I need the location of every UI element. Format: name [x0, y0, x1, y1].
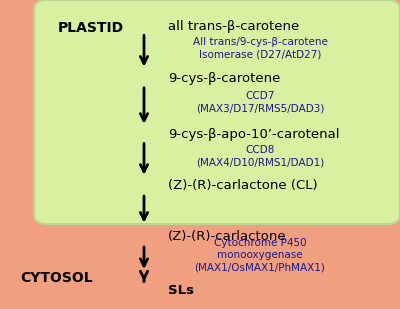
Text: (Z)-(R)-carlactone: (Z)-(R)-carlactone	[168, 230, 287, 243]
Text: PLASTID: PLASTID	[58, 21, 124, 35]
Text: CCD8
(MAX4/D10/RMS1/DAD1): CCD8 (MAX4/D10/RMS1/DAD1)	[196, 145, 324, 167]
Text: SLs: SLs	[168, 284, 194, 297]
Text: all trans-β-carotene: all trans-β-carotene	[168, 20, 299, 33]
Text: CYTOSOL: CYTOSOL	[20, 271, 93, 285]
Text: All trans/9-cys-β-carotene
Isomerase (D27/AtD27): All trans/9-cys-β-carotene Isomerase (D2…	[192, 37, 328, 59]
Text: (Z)-(R)-carlactone (CL): (Z)-(R)-carlactone (CL)	[168, 179, 318, 192]
Text: 9-cys-β-apo-10’-carotenal: 9-cys-β-apo-10’-carotenal	[168, 128, 340, 141]
Text: 9-cys-β-carotene: 9-cys-β-carotene	[168, 72, 280, 85]
Text: Cytochrome P450
monooxygenase
(MAX1/OsMAX1/PhMAX1): Cytochrome P450 monooxygenase (MAX1/OsMA…	[194, 238, 326, 272]
FancyBboxPatch shape	[34, 0, 400, 224]
Text: CCD7
(MAX3/D17/RMS5/DAD3): CCD7 (MAX3/D17/RMS5/DAD3)	[196, 91, 324, 113]
